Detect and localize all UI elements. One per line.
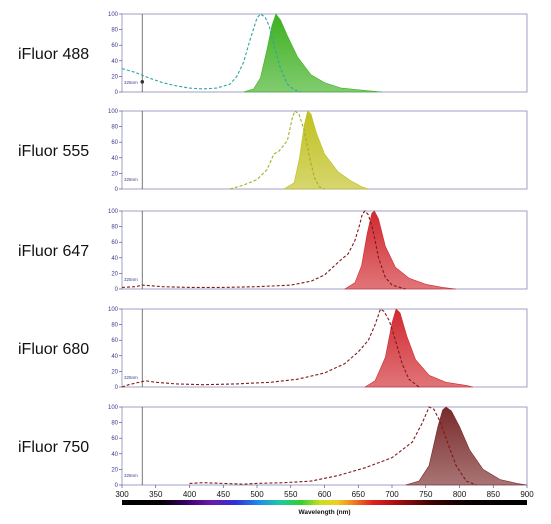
x-tick-label: 550 <box>284 490 298 499</box>
y-tick-label: 0 <box>115 90 119 96</box>
y-tick-label: 20 <box>111 74 118 80</box>
y-tick-label: 40 <box>111 354 118 360</box>
y-tick-label: 100 <box>108 209 119 215</box>
x-tick-label: 500 <box>250 490 264 499</box>
y-tick-label: 100 <box>108 109 119 115</box>
y-tick-label: 60 <box>111 436 118 442</box>
x-tick-label: 350 <box>149 490 163 499</box>
marker-label: 325nm <box>124 473 138 478</box>
x-tick-label: 750 <box>419 490 433 499</box>
y-tick-label: 80 <box>111 28 118 34</box>
spectrum-panel: iFluor 488 0 20 40 60 80 100 325nm <box>18 12 528 96</box>
spectrum-panel: iFluor 647 0 20 40 60 80 100 325nm <box>18 209 528 293</box>
y-tick-label: 100 <box>108 307 119 313</box>
excitation-line <box>121 210 406 290</box>
marker-label: 325nm <box>124 80 138 85</box>
x-tick-label: 800 <box>453 490 467 499</box>
y-tick-label: 80 <box>111 421 118 427</box>
dye-label: iFluor 680 <box>18 341 89 358</box>
marker-label: 325nm <box>124 177 138 182</box>
dye-label: iFluor 555 <box>18 143 89 160</box>
x-axis: 300 350 400 450 500 550 600 650 700 750 800 850 900 <box>115 485 534 505</box>
x-tick-label: 300 <box>115 490 129 499</box>
x-tick-label: 650 <box>352 490 366 499</box>
y-tick-label: 0 <box>115 187 119 193</box>
excitation-line <box>229 110 325 190</box>
panel-frame <box>121 210 528 290</box>
spectrum-panel: iFluor 750 0 20 40 60 80 100 325nm <box>18 405 528 489</box>
y-tick-label: 60 <box>111 43 118 49</box>
excitation-line <box>121 13 302 93</box>
x-tick-label: 400 <box>183 490 197 499</box>
emission-area <box>343 210 457 290</box>
emission-area <box>405 406 528 486</box>
y-tick-label: 80 <box>111 125 118 131</box>
y-tick-label: 40 <box>111 59 118 65</box>
y-tick-label: 80 <box>111 323 118 329</box>
x-tick-label: 450 <box>217 490 231 499</box>
dye-label: iFluor 647 <box>18 243 89 260</box>
x-axis-label: Wavelength (nm) <box>298 509 350 516</box>
y-tick-label: 100 <box>108 12 119 18</box>
emission-area <box>282 110 369 190</box>
panel-frame <box>121 13 528 93</box>
y-tick-label: 60 <box>111 240 118 246</box>
y-tick-label: 20 <box>111 467 118 473</box>
y-tick-label: 60 <box>111 140 118 146</box>
excitation-line <box>121 308 420 388</box>
y-tick-label: 20 <box>111 171 118 177</box>
y-tick-label: 40 <box>111 156 118 162</box>
marker-dot <box>140 80 145 84</box>
x-tick-label: 850 <box>487 490 501 499</box>
x-tick-label: 900 <box>520 490 534 499</box>
dye-label: iFluor 750 <box>18 439 89 456</box>
spectrum-bar <box>122 500 527 505</box>
marker-label: 325nm <box>124 375 138 380</box>
dye-label: iFluor 488 <box>18 46 89 63</box>
y-tick-label: 100 <box>108 405 119 411</box>
y-tick-label: 0 <box>115 385 119 391</box>
spectra-panels: iFluor 488 0 20 40 60 80 100 325nm iFluor 555 0 20… <box>18 12 528 489</box>
y-tick-label: 0 <box>115 483 119 489</box>
y-tick-label: 60 <box>111 338 118 344</box>
spectrum-panel: iFluor 680 0 20 40 60 80 100 325nm <box>18 307 528 391</box>
y-tick-label: 0 <box>115 287 119 293</box>
y-tick-label: 40 <box>111 256 118 262</box>
x-tick-label: 600 <box>318 490 332 499</box>
marker-label: 325nm <box>124 277 138 282</box>
emission-area <box>243 13 382 93</box>
y-tick-label: 20 <box>111 369 118 375</box>
y-tick-label: 40 <box>111 452 118 458</box>
spectrum-panel: iFluor 555 0 20 40 60 80 100 325nm <box>18 109 528 193</box>
panel-frame <box>121 308 528 388</box>
excitation-line <box>189 406 477 486</box>
y-tick-label: 20 <box>111 271 118 277</box>
x-tick-label: 700 <box>385 490 399 499</box>
y-tick-label: 80 <box>111 225 118 231</box>
